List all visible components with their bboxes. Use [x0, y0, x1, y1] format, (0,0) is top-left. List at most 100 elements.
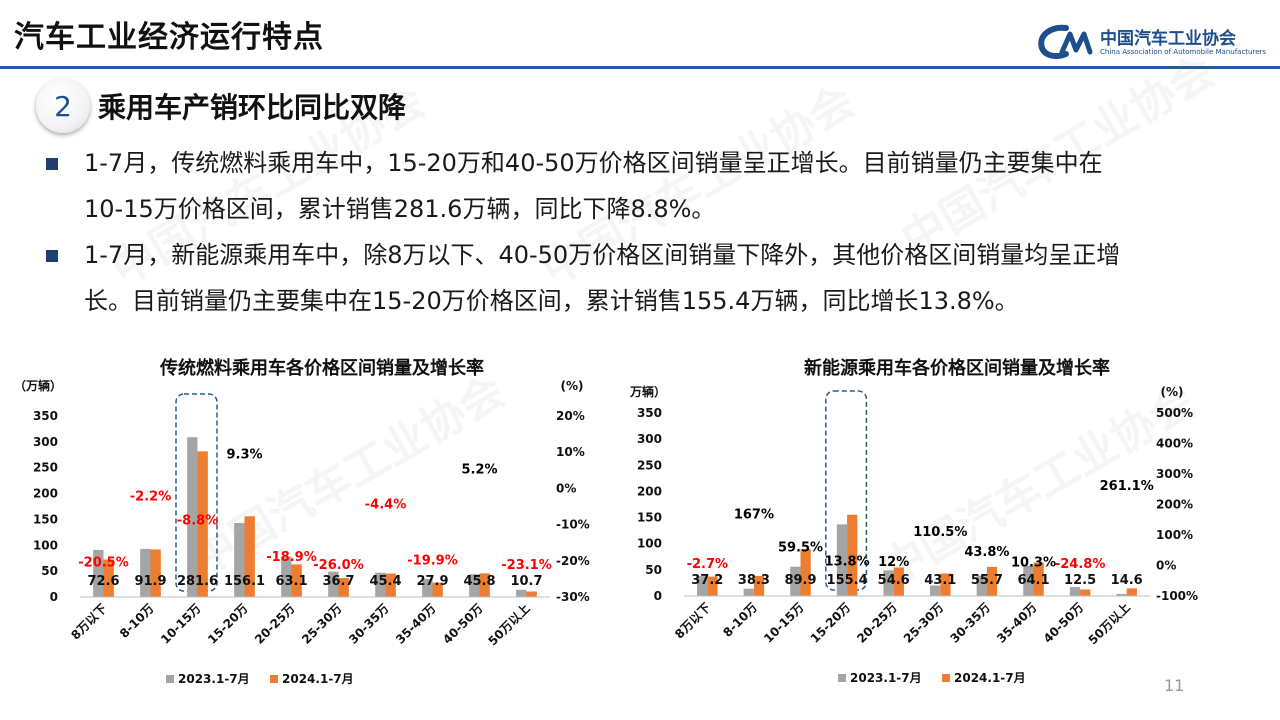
y-tick-right: 400% [1156, 437, 1193, 451]
x-tick-label: 30-35万 [947, 600, 993, 646]
bullet-square-icon [46, 250, 58, 262]
page-number: 11 [1164, 676, 1185, 695]
y-axis-unit-left: （万辆） [20, 378, 62, 393]
y-axis-unit-left: （万辆） [630, 384, 666, 399]
bar-2023 [516, 589, 527, 597]
y-tick-left: 150 [33, 512, 58, 526]
y-tick-left: 200 [637, 484, 662, 498]
bar-2023 [187, 437, 198, 597]
logo-en: China Association of Automobile Manufact… [1100, 48, 1267, 56]
x-tick-label: 40-50万 [440, 601, 486, 647]
y-tick-right: -20% [556, 554, 590, 568]
header-divider [0, 66, 1280, 69]
value-label: 63.1 [275, 574, 307, 589]
value-label: 12.5 [1064, 573, 1096, 588]
x-tick-label: 30-35万 [346, 601, 392, 647]
x-tick-label: 35-40万 [393, 601, 439, 647]
x-tick-label: 35-40万 [994, 600, 1040, 646]
growth-label: 110.5% [913, 525, 967, 540]
y-tick-left: 150 [637, 511, 662, 525]
y-tick-right: 500% [1156, 406, 1193, 420]
growth-label: -4.4% [365, 497, 406, 512]
bar-2024 [526, 591, 537, 597]
bar-2024 [244, 516, 255, 597]
bar-2024 [338, 578, 349, 597]
bar-2024 [847, 514, 858, 596]
bar-2024 [986, 566, 998, 596]
bar-2024 [103, 559, 114, 597]
bullet-line: 10-15万价格区间，累计销售281.6万辆，同比下降8.8%。 [84, 195, 716, 223]
bar-2023 [469, 574, 480, 597]
value-label: 54.6 [878, 573, 910, 588]
y-tick-left: 250 [33, 461, 58, 475]
section-number-badge: 2 [36, 79, 90, 133]
legend-swatch-2023 [166, 675, 174, 683]
chart-fuel-car-sales: 传统燃料乘用车各价格区间销量及增长率 （万辆） (%) 0 50 100 150 200 250… [20, 357, 590, 686]
growth-label: 13.8% [825, 554, 870, 569]
bar-2024 [1126, 588, 1137, 596]
y-tick-left: 100 [637, 537, 662, 551]
growth-label: -2.7% [687, 557, 728, 572]
y-tick-left: 200 [33, 487, 58, 501]
bar-2023 [1069, 587, 1081, 596]
x-tick-label: 8-10万 [720, 600, 760, 640]
logo: 中国汽车工业协会 China Association of Automobile… [1036, 22, 1266, 62]
bar-2023 [328, 571, 339, 597]
value-label: 36.7 [322, 574, 354, 589]
bar-2023 [836, 524, 848, 596]
x-tick-label: 10-15万 [158, 601, 204, 647]
value-label: 155.4 [827, 573, 868, 588]
bar-2023 [234, 523, 245, 597]
chart-nev-sales: 新能源乘用车各价格区间销量及增长率 （万辆） (%) 0 50 100 150 200 250 3… [630, 357, 1198, 685]
growth-label: 10.3% [1011, 555, 1056, 570]
logo-icon [1038, 24, 1093, 59]
legend-label-2023: 2023.1-7月 [178, 672, 250, 686]
x-tick-label: 25-30万 [901, 600, 947, 646]
y-tick-right: 0% [1156, 559, 1176, 573]
y-tick-left: 50 [41, 564, 58, 578]
y-tick-right: -30% [556, 590, 590, 604]
y-tick-left: 50 [645, 563, 662, 577]
growth-label: 9.3% [226, 448, 262, 463]
bar-2023 [422, 578, 433, 597]
section-title: 乘用车产销环比同比双降 [98, 91, 407, 124]
growth-label: 59.5% [778, 540, 823, 555]
y-tick-left: 300 [33, 435, 58, 449]
bar-2024 [1080, 589, 1091, 596]
value-label: 27.9 [416, 574, 448, 589]
x-tick-label: 10-15万 [761, 600, 807, 646]
growth-label: 5.2% [461, 463, 497, 478]
growth-label: -19.9% [407, 553, 458, 568]
logo-cn: 中国汽车工业协会 [1100, 29, 1236, 49]
value-label: 14.6 [1111, 573, 1143, 588]
value-label: 156.1 [224, 574, 265, 589]
bullet-line: 1-7月，传统燃料乘用车中，15-20万和40-50万价格区间销量呈正增长。目前… [84, 149, 1103, 177]
legend-swatch-2023 [838, 674, 846, 682]
growth-label: -26.0% [313, 558, 364, 573]
y-axis-unit-right: (%) [561, 379, 584, 393]
legend-label-2023: 2023.1-7月 [850, 671, 922, 685]
bar-2023 [743, 588, 754, 596]
x-tick-label: 8-10万 [117, 601, 157, 641]
x-tick-label: 8万以下 [68, 601, 109, 642]
legend-label-2024: 2024.1-7月 [282, 672, 354, 686]
growth-label: -24.8% [1055, 557, 1106, 572]
growth-label: 261.1% [1100, 479, 1154, 494]
growth-label: -2.2% [130, 489, 171, 504]
value-label: 37.2 [691, 573, 723, 588]
y-axis-unit-right: (%) [1161, 385, 1184, 399]
y-tick-left: 300 [637, 432, 662, 446]
x-tick-label: 15-20万 [205, 601, 251, 647]
y-tick-right: 0% [556, 481, 576, 495]
y-tick-right: 10% [556, 445, 585, 459]
bar-2024 [707, 576, 718, 596]
y-tick-left: 250 [637, 458, 662, 472]
value-label: 55.7 [971, 573, 1003, 588]
y-tick-right: 300% [1156, 467, 1193, 481]
x-tick-label: 15-20万 [808, 600, 854, 646]
chart-title: 新能源乘用车各价格区间销量及增长率 [804, 357, 1110, 379]
x-tick-label: 8万以下 [672, 600, 713, 641]
bar-2023 [93, 549, 104, 597]
y-tick-left: 0 [654, 589, 662, 603]
value-label: 10.7 [510, 574, 542, 589]
